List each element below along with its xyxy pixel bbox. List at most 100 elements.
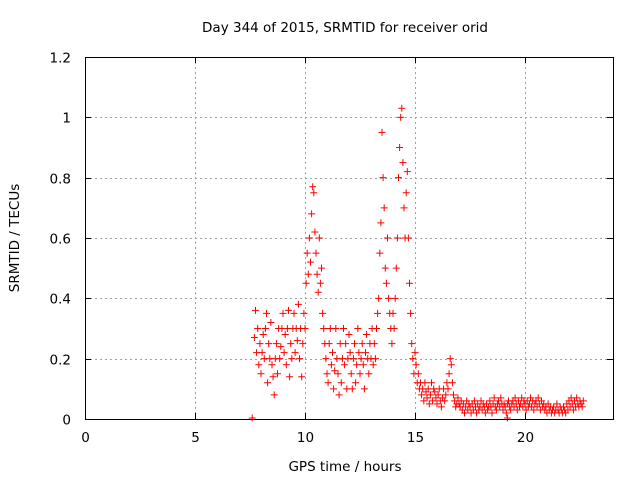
data-point: [359, 361, 367, 369]
data-point: [378, 128, 386, 136]
data-point: [391, 294, 399, 302]
data-point: [374, 309, 382, 317]
plot-frame: [85, 57, 614, 420]
chart-title: Day 344 of 2015, SRMTID for receiver ori…: [202, 20, 488, 36]
data-point: [261, 325, 269, 332]
data-point: [511, 394, 519, 402]
data-point: [342, 340, 350, 348]
data-point: [388, 340, 396, 348]
data-point: [450, 391, 457, 399]
data-point: [393, 234, 401, 242]
data-point: [255, 361, 263, 369]
data-point: [319, 309, 327, 317]
data-point: [409, 355, 417, 363]
data-point: [301, 325, 309, 332]
data-point: [248, 414, 256, 422]
axis-ticks: [85, 57, 613, 420]
data-point: [314, 288, 322, 296]
data-point: [420, 397, 428, 405]
data-point: [264, 379, 272, 387]
data-point: [291, 349, 299, 357]
data-point: [258, 349, 266, 357]
data-point: [429, 397, 437, 405]
x-tick-label: 0: [81, 430, 90, 446]
x-axis-label: GPS time / hours: [288, 459, 401, 475]
data-point: [400, 204, 408, 212]
data-point: [357, 355, 365, 363]
data-point: [330, 385, 338, 393]
data-point: [486, 397, 494, 405]
x-tick-label: 10: [297, 430, 314, 446]
y-tick-label: 0.2: [50, 353, 71, 369]
data-point: [560, 403, 567, 411]
data-point: [454, 394, 462, 402]
data-point: [431, 388, 439, 396]
data-points: [248, 104, 587, 422]
data-point: [444, 385, 452, 393]
data-point: [324, 379, 332, 387]
data-point: [351, 340, 358, 348]
data-point: [360, 385, 368, 393]
data-point: [369, 361, 377, 369]
y-tick-labels: 0 0.2 0.4 0.6 0.8 1 1.2: [50, 51, 71, 429]
data-point: [285, 306, 292, 314]
data-point: [426, 391, 434, 399]
data-point: [300, 309, 308, 317]
y-axis-label: SRMTID / TECUs: [7, 184, 23, 292]
data-point: [303, 249, 311, 257]
data-point: [365, 370, 373, 378]
data-point: [345, 331, 353, 339]
data-point: [254, 325, 262, 332]
data-point: [296, 355, 303, 363]
data-point: [530, 406, 538, 414]
y-tick-label: 0.8: [50, 172, 71, 188]
data-point: [421, 379, 429, 387]
data-point: [414, 370, 422, 378]
data-point: [298, 373, 306, 381]
data-point: [433, 400, 441, 408]
data-point: [382, 279, 390, 287]
data-point: [308, 210, 316, 218]
data-point: [252, 306, 259, 314]
data-point: [389, 309, 397, 317]
data-point: [302, 279, 310, 287]
data-point: [446, 355, 454, 363]
data-point: [376, 249, 384, 257]
data-point: [445, 370, 453, 378]
y-tick-label: 1: [62, 111, 71, 127]
data-point: [340, 325, 347, 332]
x-tick-labels: 0 5 10 15 20: [81, 430, 534, 446]
data-point: [470, 397, 478, 405]
data-point: [411, 349, 419, 357]
data-point: [341, 361, 349, 369]
data-point: [337, 379, 345, 387]
data-point: [354, 325, 362, 332]
data-point: [442, 391, 450, 399]
y-tick-label: 0: [62, 413, 71, 429]
data-point: [408, 340, 416, 348]
data-point: [318, 264, 325, 272]
data-point: [406, 279, 413, 287]
data-point: [553, 400, 561, 408]
data-point: [379, 174, 387, 182]
x-tick-label: 5: [191, 430, 200, 446]
data-point: [392, 264, 400, 272]
data-point: [375, 294, 383, 302]
data-point: [503, 414, 511, 422]
data-point: [280, 349, 288, 357]
data-point: [320, 325, 328, 332]
data-point: [349, 355, 357, 363]
data-point: [307, 258, 314, 266]
data-point: [390, 325, 398, 332]
x-tick-label: 15: [407, 430, 424, 446]
data-point: [335, 391, 343, 399]
data-point: [347, 370, 355, 378]
data-point: [484, 406, 492, 414]
data-point: [346, 349, 354, 357]
data-point: [332, 325, 340, 332]
data-point: [448, 379, 456, 387]
data-point: [356, 370, 364, 378]
y-tick-label: 1.2: [50, 51, 71, 67]
data-point: [352, 379, 360, 387]
